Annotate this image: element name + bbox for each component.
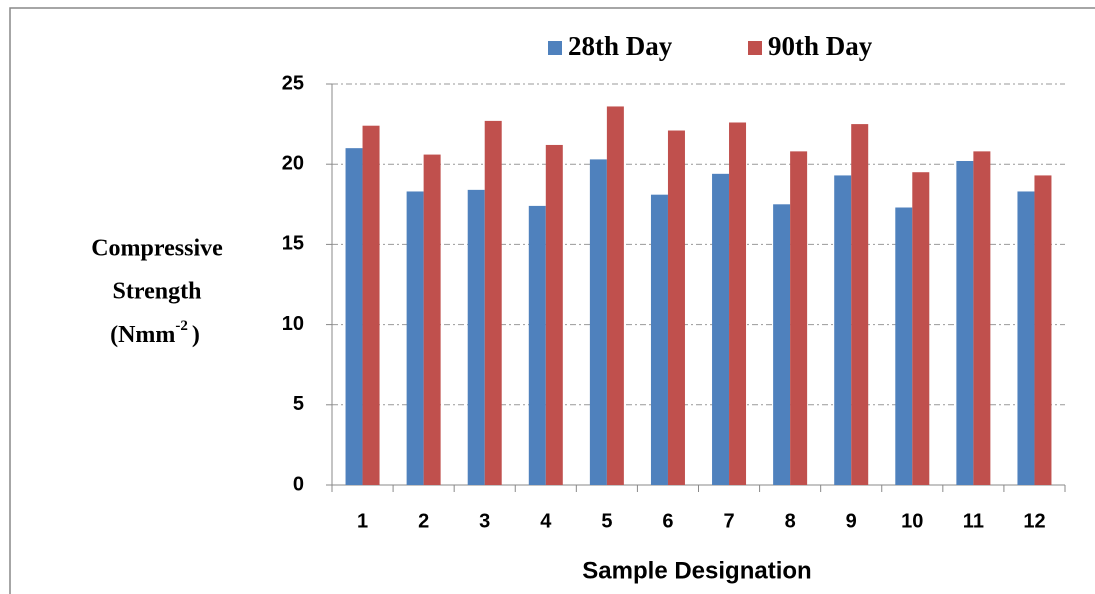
bar xyxy=(712,173,730,485)
x-tick-label: 11 xyxy=(963,510,984,532)
x-tick-label: 3 xyxy=(479,510,490,532)
bar xyxy=(545,144,563,485)
y-tick-label: 0 xyxy=(293,473,304,495)
bar xyxy=(912,172,930,485)
bar xyxy=(423,154,441,486)
bar xyxy=(362,125,380,485)
bar xyxy=(956,160,974,485)
y-tick-label: 25 xyxy=(282,72,304,94)
bar xyxy=(729,122,747,485)
x-tick-label: 8 xyxy=(785,510,796,532)
bar xyxy=(773,204,791,486)
x-tick-label: 10 xyxy=(901,510,923,532)
x-tick-label: 5 xyxy=(601,510,612,532)
y-tick-label: 15 xyxy=(282,233,304,255)
y-axis-label-line: Compressive xyxy=(91,236,223,262)
y-tick-label: 5 xyxy=(293,393,304,415)
bar xyxy=(790,151,808,486)
bar xyxy=(851,124,869,485)
bar xyxy=(406,191,424,485)
x-axis-label: Sample Designation xyxy=(582,557,811,584)
y-axis-label-line: (Nmm-2) xyxy=(110,318,200,347)
bar xyxy=(1034,175,1052,486)
x-tick-label: 4 xyxy=(540,510,552,532)
legend-swatch xyxy=(748,41,762,55)
bar xyxy=(345,148,363,485)
bar xyxy=(650,194,668,485)
bar xyxy=(528,205,546,486)
y-axis-unit: (Nmm xyxy=(110,322,175,348)
bar xyxy=(589,159,607,485)
y-axis-label: Compressive Strength (Nmm-2) xyxy=(91,236,223,348)
bar xyxy=(1017,191,1035,485)
legend-label: 90th Day xyxy=(768,31,873,61)
x-tick-label: 2 xyxy=(418,510,429,532)
bar xyxy=(973,151,991,486)
y-axis-label-line: Strength xyxy=(113,279,202,305)
y-axis-unit: ) xyxy=(192,322,200,348)
bar xyxy=(484,120,502,485)
x-tick-label: 12 xyxy=(1023,510,1045,532)
x-tick-label: 1 xyxy=(357,510,368,532)
x-tick-label: 6 xyxy=(662,510,673,532)
legend-swatch xyxy=(548,41,562,55)
bar xyxy=(895,207,913,485)
y-tick-label: 20 xyxy=(282,152,304,174)
legend-label: 28th Day xyxy=(568,31,673,61)
x-tick-label: 9 xyxy=(846,510,857,532)
bar xyxy=(667,130,685,486)
y-axis-unit-exponent: -2 xyxy=(175,318,188,334)
y-tick-label: 10 xyxy=(282,313,304,335)
bar xyxy=(834,175,852,486)
x-tick-label: 7 xyxy=(723,510,734,532)
bar xyxy=(467,189,485,485)
bar xyxy=(606,106,624,486)
